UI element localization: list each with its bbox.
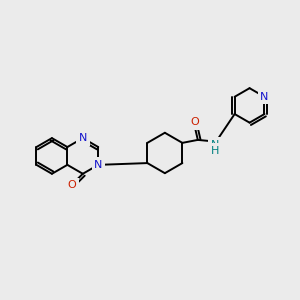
Text: O: O [190,117,199,127]
Text: N: N [260,92,269,102]
Text: N: N [79,133,87,143]
Text: O: O [68,180,76,190]
Text: H: H [211,146,219,156]
Text: N: N [211,140,219,150]
Text: N: N [94,160,102,170]
